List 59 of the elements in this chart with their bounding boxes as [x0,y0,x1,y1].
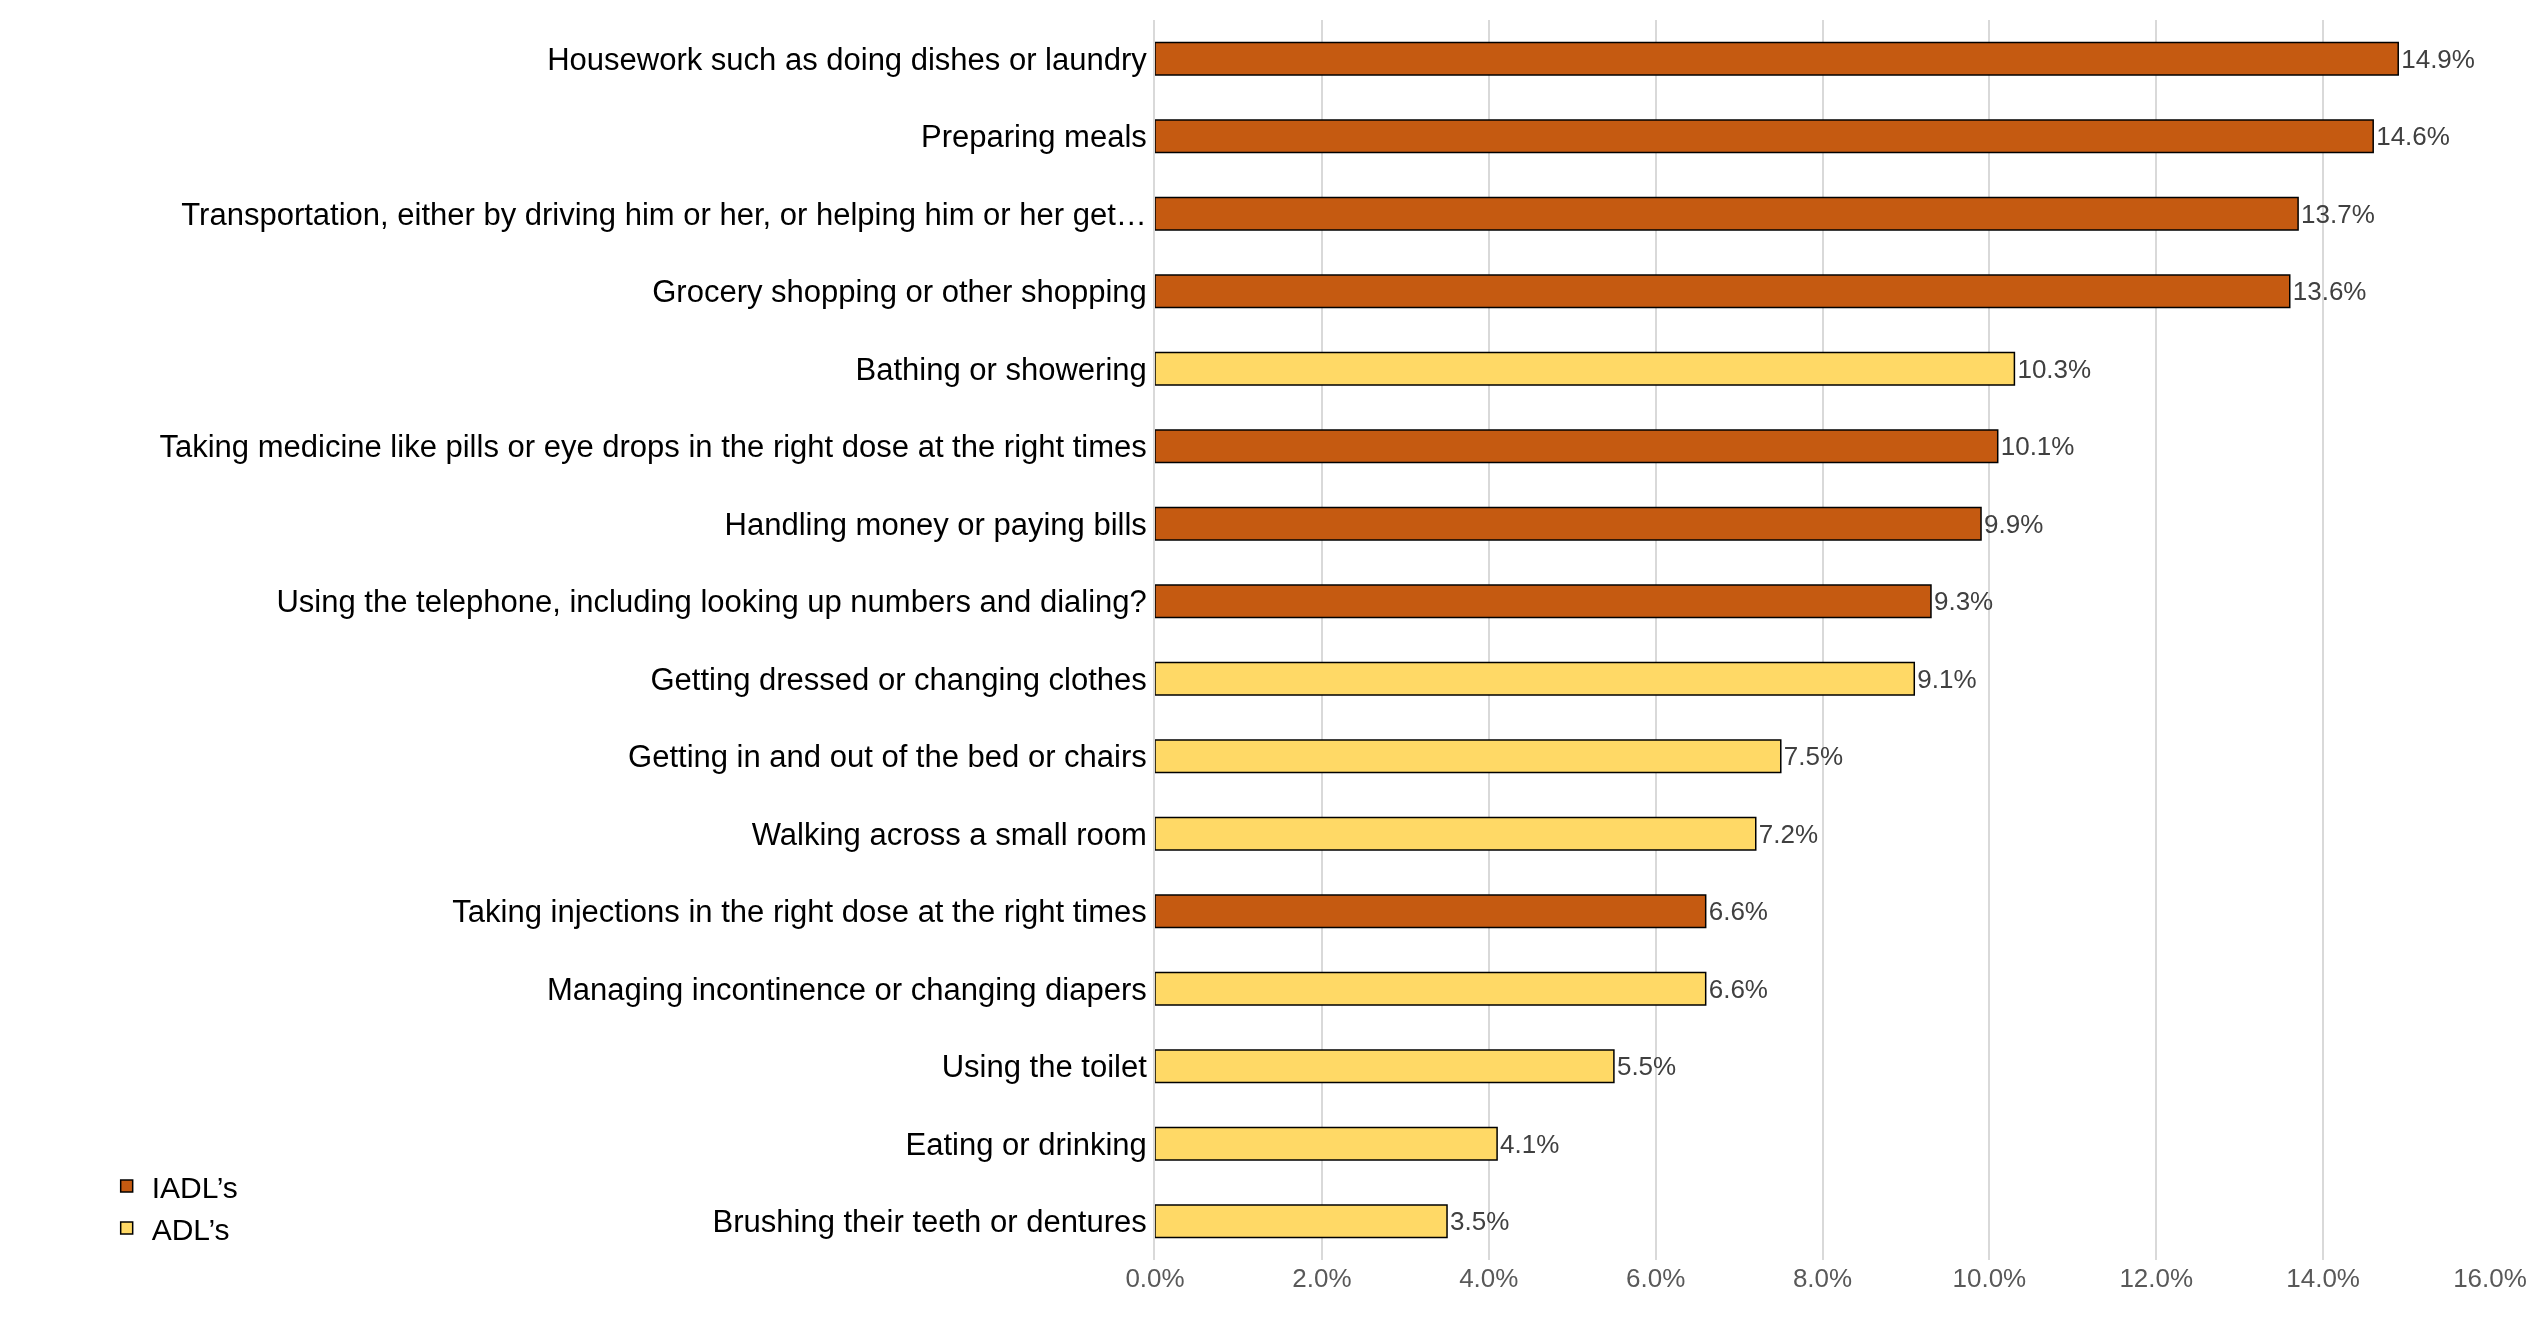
x-tick-label: 0.0% [1125,1263,1185,1293]
data-label: 10.3% [2017,353,2092,384]
x-tick-label: 2.0% [1292,1263,1352,1293]
y-tick-label: Managing incontinence or changing diapers [547,971,1147,1007]
bar [1155,739,1782,774]
data-label: 13.7% [2301,198,2375,229]
bar [1155,196,2299,231]
data-label: 9.3% [1933,586,1994,617]
x-tick-label: 12.0% [2119,1263,2194,1293]
data-label: 10.1% [2000,431,2075,462]
y-tick-label: Walking across a small room [751,816,1147,852]
bar [1155,506,1982,541]
data-label: 7.2% [1758,818,1819,849]
legend-label: ADL’s [151,1212,230,1246]
data-label: 9.1% [1917,663,1977,694]
y-tick-label: Preparing meals [921,119,1147,155]
y-tick-label: Transportation, either by driving him or her, or helping him or her get… [181,196,1147,232]
bar [1155,119,2374,154]
y-tick-label: Grocery shopping or other shopping [652,274,1147,310]
x-tick-label: 10.0% [1952,1263,2027,1293]
data-label: 7.5% [1783,741,1844,772]
y-tick-label: Eating or drinking [905,1126,1147,1162]
data-label: 5.5% [1616,1051,1677,1082]
data-label: 6.6% [1708,973,1768,1004]
x-tick-label: 8.0% [1792,1263,1853,1293]
bar [1155,971,1707,1006]
data-label: 3.5% [1450,1206,1510,1237]
y-tick-label: Getting dressed or changing clothes [650,661,1147,697]
bar [1155,429,1999,464]
bar [1155,274,2291,309]
y-tick-label: Using the telephone, including looking up numbers and dialing? [276,584,1147,620]
data-label: 14.9% [2401,43,2475,74]
bar [1155,1204,1448,1239]
y-tick-label: Handling money or paying bills [724,506,1147,542]
bar [1155,584,1932,619]
x-tick-label: 14.0% [2286,1263,2360,1293]
data-label: 14.6% [2376,121,2450,152]
bar [1155,1126,1498,1161]
y-tick-label: Taking medicine like pills or eye drops in the right dose at the right times [159,429,1147,465]
data-label: 9.9% [1984,508,2044,539]
x-tick-label: 4.0% [1459,1263,1519,1293]
y-tick-label: Brushing their teeth or dentures [712,1204,1147,1240]
x-tick-label: 6.0% [1626,1263,1686,1293]
data-label: 13.6% [2292,276,2367,307]
data-label: 4.1% [1500,1128,1560,1159]
bar [1155,894,1707,929]
bar [1155,661,1916,696]
data-label: 6.6% [1708,896,1768,927]
bar [1155,351,2016,386]
bar [1155,1049,1615,1084]
y-tick-label: Using the toilet [941,1049,1148,1085]
y-tick-label: Bathing or showering [855,351,1147,387]
y-tick-label: Getting in and out of the bed or chairs [628,739,1147,775]
bar [1155,816,1757,851]
bar [1155,41,2399,76]
x-tick-label: 16.0% [2453,1263,2527,1293]
y-tick-label: Housework such as doing dishes or laundry [547,41,1148,77]
legend-label: IADL’s [151,1170,238,1204]
y-tick-label: Taking injections in the right dose at the right times [452,894,1147,930]
